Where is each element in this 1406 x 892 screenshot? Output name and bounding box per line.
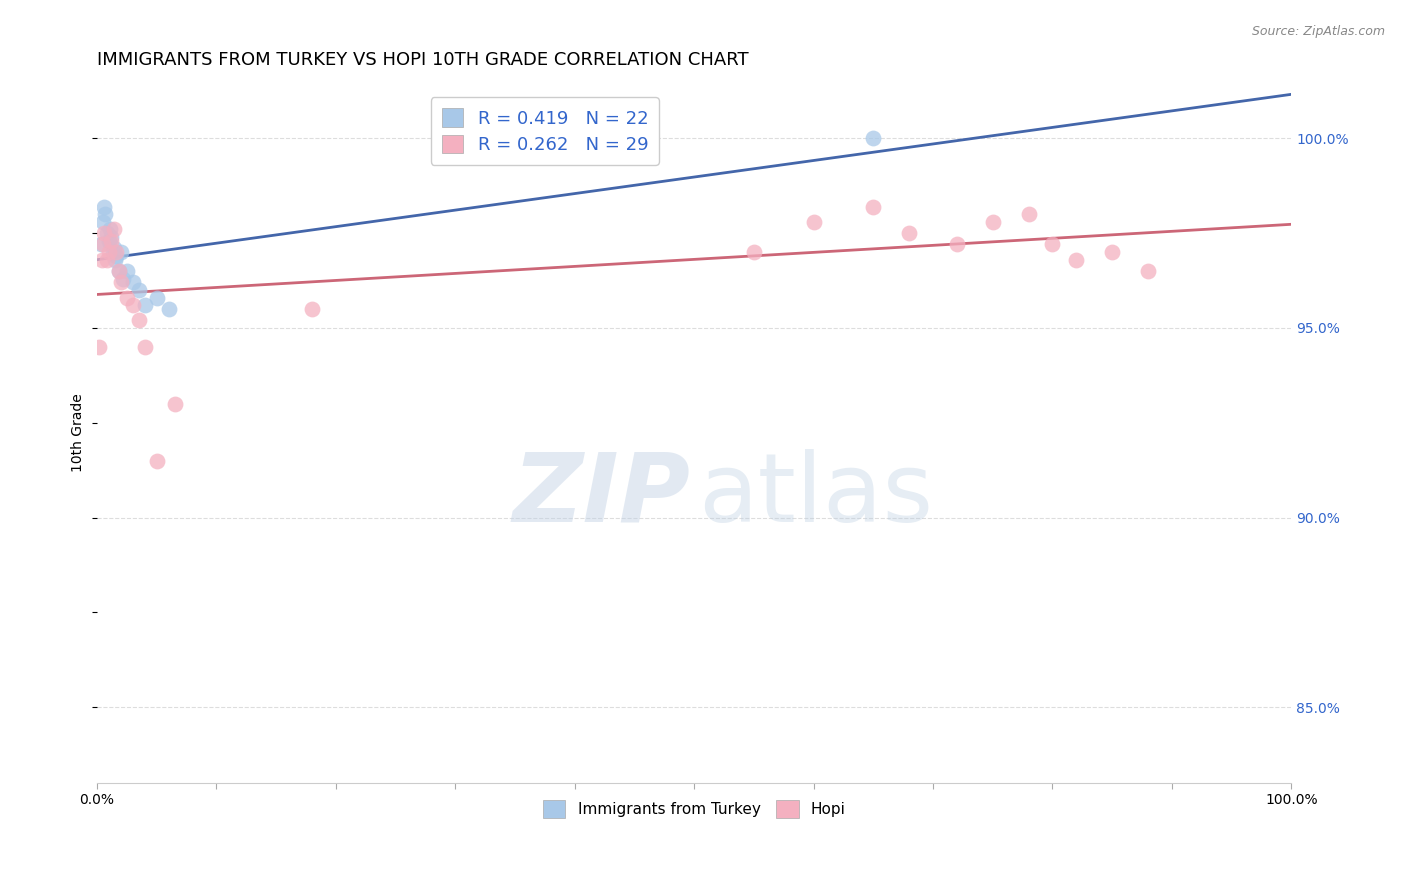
- Point: [128, 283, 150, 297]
- Point: [122, 298, 145, 312]
- Point: [157, 301, 180, 316]
- Point: [110, 276, 132, 290]
- Point: [94, 207, 117, 221]
- Point: [1042, 237, 1064, 252]
- Point: [981, 215, 1004, 229]
- Point: [115, 264, 138, 278]
- Point: [1018, 207, 1040, 221]
- Point: [128, 313, 150, 327]
- Point: [91, 237, 114, 252]
- Point: [96, 226, 118, 240]
- Point: [101, 245, 124, 260]
- Point: [98, 222, 121, 236]
- Point: [946, 237, 969, 252]
- Point: [163, 397, 186, 411]
- Point: [112, 271, 135, 285]
- Text: IMMIGRANTS FROM TURKEY VS HOPI 10TH GRADE CORRELATION CHART: IMMIGRANTS FROM TURKEY VS HOPI 10TH GRAD…: [97, 51, 748, 69]
- Point: [103, 222, 125, 236]
- Point: [107, 264, 129, 278]
- Point: [96, 252, 118, 267]
- Text: atlas: atlas: [697, 449, 934, 541]
- Point: [91, 215, 114, 229]
- Point: [90, 252, 112, 267]
- Point: [115, 291, 138, 305]
- Point: [134, 340, 156, 354]
- Point: [1137, 264, 1160, 278]
- Point: [862, 131, 884, 145]
- Legend: Immigrants from Turkey, Hopi: Immigrants from Turkey, Hopi: [537, 794, 852, 824]
- Point: [110, 245, 132, 260]
- Point: [100, 234, 122, 248]
- Point: [803, 215, 825, 229]
- Point: [145, 291, 167, 305]
- Point: [862, 200, 884, 214]
- Point: [145, 453, 167, 467]
- Text: Source: ZipAtlas.com: Source: ZipAtlas.com: [1251, 25, 1385, 38]
- Point: [1101, 245, 1123, 260]
- Point: [1066, 252, 1088, 267]
- Point: [134, 298, 156, 312]
- Point: [103, 241, 125, 255]
- Point: [93, 226, 115, 240]
- Point: [89, 340, 111, 354]
- Point: [98, 245, 121, 260]
- Point: [93, 200, 115, 214]
- Point: [90, 237, 112, 252]
- Point: [301, 301, 323, 316]
- Point: [104, 252, 127, 267]
- Text: ZIP: ZIP: [513, 449, 690, 541]
- Point: [105, 245, 128, 260]
- Point: [98, 234, 121, 248]
- Point: [105, 249, 128, 263]
- Y-axis label: 10th Grade: 10th Grade: [72, 392, 86, 472]
- Point: [122, 276, 145, 290]
- Point: [742, 245, 765, 260]
- Point: [107, 264, 129, 278]
- Point: [100, 230, 122, 244]
- Point: [898, 226, 921, 240]
